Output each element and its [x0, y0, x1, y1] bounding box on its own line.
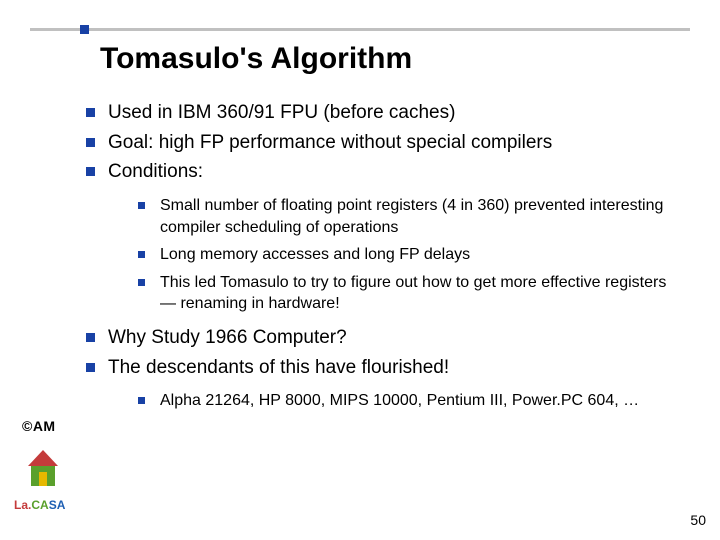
title-rule: [30, 28, 690, 31]
lacasa-logo-icon: [24, 444, 62, 488]
bullet-item: Why Study 1966 Computer?: [80, 325, 680, 351]
bullet-text: The descendants of this have flourished!: [108, 357, 449, 378]
sub-bullet-item: Alpha 21264, HP 8000, MIPS 10000, Pentiu…: [132, 390, 680, 412]
lacasa-label: La.CASA: [14, 498, 65, 512]
bullet-item: Goal: high FP performance without specia…: [80, 130, 680, 156]
lacasa-la: La.: [14, 498, 31, 512]
content-area: Used in IBM 360/91 FPU (before caches) G…: [80, 100, 680, 422]
page-number: 50: [690, 512, 706, 528]
sub-bullet-list: Small number of floating point registers…: [108, 195, 680, 315]
sub-bullet-list: Alpha 21264, HP 8000, MIPS 10000, Pentiu…: [108, 390, 680, 412]
bullet-list: Used in IBM 360/91 FPU (before caches) G…: [80, 100, 680, 412]
sub-bullet-item: Small number of floating point registers…: [132, 195, 680, 238]
sub-bullet-item: Long memory accesses and long FP delays: [132, 244, 680, 266]
slide: Tomasulo's Algorithm Used in IBM 360/91 …: [0, 0, 720, 540]
rule-knot: [80, 25, 89, 34]
copyright-am: ©AM: [22, 418, 56, 434]
lacasa-ca: CA: [31, 498, 48, 512]
sub-bullet-item: This led Tomasulo to try to figure out h…: [132, 272, 680, 315]
bullet-text: Conditions:: [108, 161, 203, 182]
lacasa-sa: SA: [49, 498, 66, 512]
bullet-item: The descendants of this have flourished!…: [80, 355, 680, 412]
bullet-item: Conditions: Small number of floating poi…: [80, 159, 680, 315]
slide-title: Tomasulo's Algorithm: [100, 42, 412, 76]
bullet-item: Used in IBM 360/91 FPU (before caches): [80, 100, 680, 126]
